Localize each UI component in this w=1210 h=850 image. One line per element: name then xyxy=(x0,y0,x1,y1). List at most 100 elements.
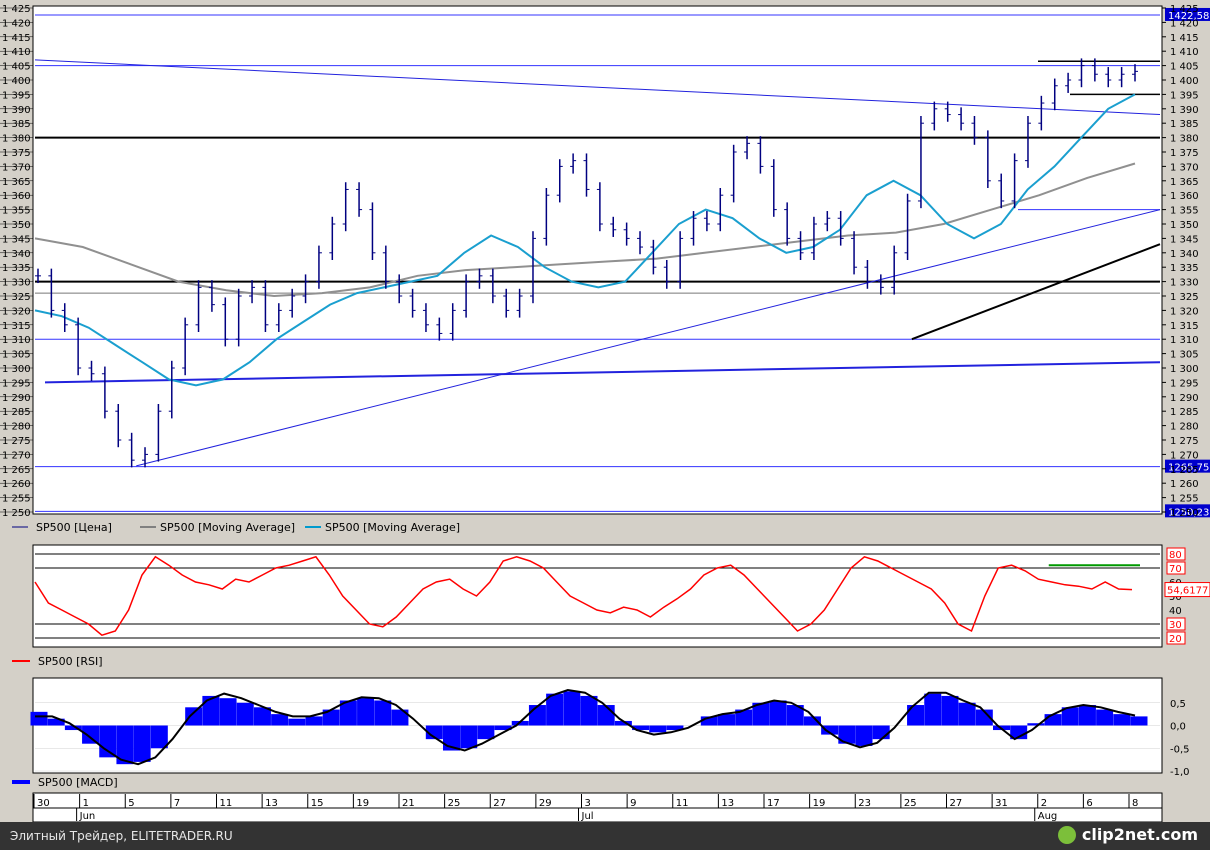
price-tick-label-right: 1 390 xyxy=(1170,105,1199,116)
macd-hist-bar xyxy=(752,702,770,726)
date-label: 2 xyxy=(1041,798,1047,809)
rsi-value-box xyxy=(1164,582,1210,598)
macd-hist-bar xyxy=(975,709,993,726)
price-tick-label-right: 1 290 xyxy=(1170,393,1199,404)
price-tick-label-left: 1 375 xyxy=(2,148,31,159)
macd-hist-bar xyxy=(133,725,151,762)
macd-hist-bar xyxy=(460,725,478,749)
macd-hist-bar xyxy=(150,725,168,749)
price-tick-label-left: 1 405 xyxy=(2,62,31,73)
macd-hist-bar xyxy=(769,700,787,726)
price-tick-label-left: 1 255 xyxy=(2,494,31,505)
date-label: 27 xyxy=(493,798,506,809)
date-label: 19 xyxy=(356,798,369,809)
date-label: 13 xyxy=(265,798,278,809)
price-tick-label-right: 1 355 xyxy=(1170,206,1199,217)
macd-hist-bar xyxy=(958,702,976,726)
macd-hist-bar xyxy=(47,718,65,726)
price-tick-label-left: 1 285 xyxy=(2,407,31,418)
price-tick-label-left: 1 260 xyxy=(2,479,31,490)
price-tick-label-right: 1 250 xyxy=(1170,508,1199,519)
macd-hist-bar xyxy=(700,716,718,726)
date-label: 21 xyxy=(402,798,415,809)
date-label: 6 xyxy=(1086,798,1092,809)
footer-bar: Элитный Трейдер, ELITETRADER.RU clip2net… xyxy=(0,822,1210,850)
price-tick-label-left: 1 420 xyxy=(2,18,31,29)
price-tick-label-right: 1 415 xyxy=(1170,33,1199,44)
date-label: 7 xyxy=(174,798,180,809)
rsi-value-label: 54,6177 xyxy=(1167,586,1208,597)
date-label: 1 xyxy=(83,798,89,809)
macd-hist-bar xyxy=(202,695,220,726)
price-tick-label-left: 1 395 xyxy=(2,90,31,101)
legend-macd: SP500 [MACD] xyxy=(38,776,118,789)
macd-hist-bar xyxy=(786,705,804,726)
macd-hist-bar xyxy=(1044,714,1062,726)
macd-hist-bar xyxy=(1061,707,1079,726)
macd-hist-bar xyxy=(924,693,942,726)
clip2net-logo[interactable]: clip2net.com xyxy=(1057,825,1198,844)
macd-hist-bar xyxy=(1096,709,1114,726)
price-tick-label-left: 1 300 xyxy=(2,364,31,375)
price-tick-label-right: 1 385 xyxy=(1170,119,1199,130)
macd-hist-bar xyxy=(511,720,529,726)
macd-hist-bar xyxy=(855,725,873,746)
macd-hist-bar xyxy=(443,725,460,751)
trendline xyxy=(136,209,1161,467)
rsi-tick-box xyxy=(1166,547,1186,561)
macd-tick-label: 0,0 xyxy=(1170,722,1186,733)
date-label: 15 xyxy=(311,798,324,809)
price-label-box xyxy=(1165,7,1210,21)
price-tick-label-right: 1 320 xyxy=(1170,306,1199,317)
legend-rsi: SP500 [RSI] xyxy=(38,655,103,668)
price-tick-label-left: 1 350 xyxy=(2,220,31,231)
month-label: Jul xyxy=(581,811,594,822)
price-label-text: 1422,58 xyxy=(1168,11,1209,22)
price-tick-label-left: 1 280 xyxy=(2,422,31,433)
legend-price: SP500 [Цена] xyxy=(36,521,112,534)
macd-hist-bar xyxy=(339,700,357,726)
macd-hist-bar xyxy=(941,695,959,726)
price-tick-label-left: 1 355 xyxy=(2,206,31,217)
macd-hist-bar xyxy=(666,725,684,731)
macd-hist-bar xyxy=(99,725,117,758)
macd-hist-bar xyxy=(838,725,856,744)
price-tick-label-left: 1 270 xyxy=(2,450,31,461)
rsi-tick-label: 50 xyxy=(1169,592,1182,603)
macd-hist-bar xyxy=(1113,714,1131,726)
price-tick-label-right: 1 360 xyxy=(1170,191,1199,202)
price-tick-label-right: 1 420 xyxy=(1170,18,1199,29)
price-tick-label-left: 1 415 xyxy=(2,33,31,44)
rsi-tick-label: 70 xyxy=(1169,564,1182,575)
macd-hist-bar xyxy=(64,725,82,731)
price-tick-label-right: 1 375 xyxy=(1170,148,1199,159)
macd-hist-bar xyxy=(425,725,443,740)
clip2net-logo-text: clip2net.com xyxy=(1081,825,1198,844)
date-label: 5 xyxy=(128,798,134,809)
macd-hist-bar xyxy=(614,720,632,726)
legend-ma-slow: SP500 [Moving Average] xyxy=(160,521,295,534)
price-tick-label-left: 1 310 xyxy=(2,335,31,346)
price-tick-label-left: 1 345 xyxy=(2,234,31,245)
date-label: 11 xyxy=(220,798,233,809)
price-tick-label-right: 1 345 xyxy=(1170,234,1199,245)
macd-hist-bar xyxy=(391,709,409,726)
macd-hist-bar xyxy=(305,716,323,726)
macd-hist-bar xyxy=(872,725,890,740)
price-tick-label-right: 1 340 xyxy=(1170,249,1199,260)
macd-hist-bar xyxy=(374,700,392,726)
price-tick-label-right: 1 325 xyxy=(1170,292,1199,303)
price-tick-label-right: 1 285 xyxy=(1170,407,1199,418)
macd-legend: SP500 [MACD] xyxy=(12,776,118,789)
macd-hist-bar xyxy=(597,705,615,726)
trendline xyxy=(44,361,1161,384)
macd-hist-bar xyxy=(322,709,340,726)
date-label: 8 xyxy=(1132,798,1138,809)
macd-hist-bar xyxy=(1078,705,1096,726)
footer-source: Элитный Трейдер, ELITETRADER.RU xyxy=(10,829,233,843)
rsi-legend: SP500 [RSI] xyxy=(12,655,103,668)
macd-hist-bar xyxy=(632,725,650,731)
price-tick-label-left: 1 315 xyxy=(2,321,31,332)
price-tick-label-left: 1 325 xyxy=(2,292,31,303)
price-tick-label-left: 1 370 xyxy=(2,162,31,173)
